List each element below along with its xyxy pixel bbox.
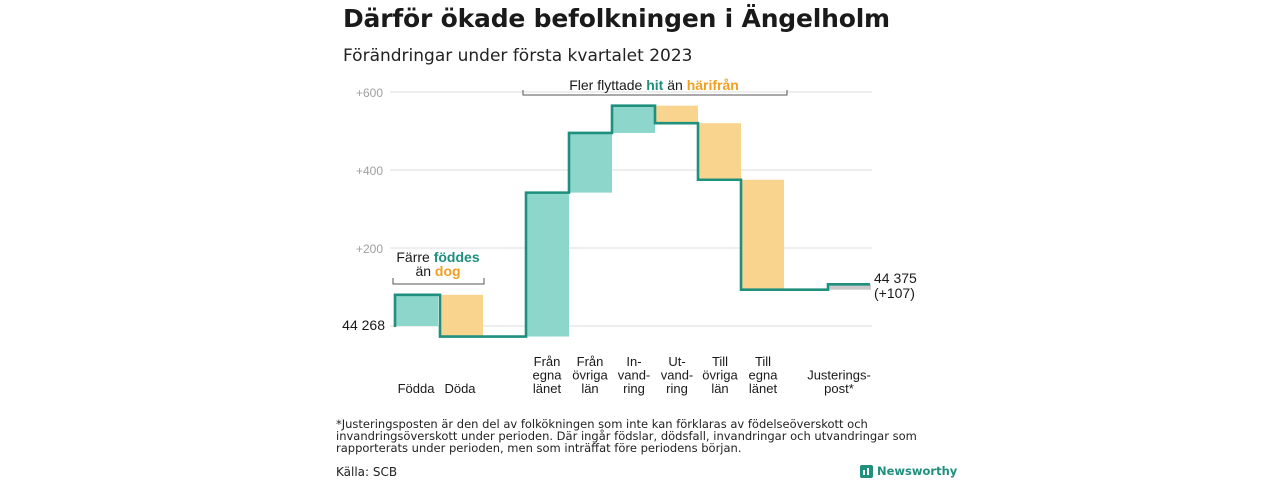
x-category-label: Från <box>577 354 604 369</box>
births-annotation-line1: Färre föddes <box>396 249 479 265</box>
births-bracket <box>392 278 485 285</box>
x-category-label: län <box>581 381 598 396</box>
x-category-label: Till <box>755 354 771 369</box>
cumulative-step-line <box>393 104 870 338</box>
x-category-label: vand- <box>661 368 694 383</box>
x-category-label: Justerings- <box>807 368 871 383</box>
x-category-label: Ut- <box>668 354 685 369</box>
newsworthy-icon <box>860 464 873 478</box>
x-category-label: länet <box>749 381 778 396</box>
brand-name: Newsworthy <box>877 464 958 478</box>
x-category-label: övriga <box>702 368 738 383</box>
chart-title: Därför ökade befolkningen i Ängelholm <box>343 4 890 33</box>
x-category-label: Från <box>534 354 561 369</box>
y-tick-label: +400 <box>356 164 383 178</box>
x-category-label: post* <box>824 381 854 396</box>
x-category-label: ring <box>623 381 645 396</box>
footnote: *Justeringsposten är den del av folkökni… <box>336 417 917 455</box>
y-tick-label: +200 <box>356 242 383 256</box>
x-category-label: ring <box>666 381 688 396</box>
migration-annotation: Fler flyttade hit än härifrån <box>569 77 739 93</box>
source-label: Källa: SCB <box>336 465 398 479</box>
bar <box>395 294 438 326</box>
x-category-label: egna <box>749 368 779 383</box>
waterfall-chart: +600+400+200 Födda DödaFrånegnalänetFrånö… <box>342 77 917 396</box>
bar <box>828 284 871 290</box>
migration-bracket <box>522 90 788 96</box>
bar <box>741 179 784 290</box>
end-change-label: (+107) <box>874 285 915 301</box>
x-category-label: egna <box>533 368 563 383</box>
births-annotation-line2: än dog <box>415 263 460 279</box>
x-category-label: Döda <box>444 381 476 396</box>
bar <box>526 192 569 337</box>
x-category-label: Födda <box>398 381 436 396</box>
x-category-label: länet <box>533 381 562 396</box>
start-value-label: 44 268 <box>342 317 385 333</box>
x-category-label: vand- <box>618 368 651 383</box>
bar <box>698 123 741 180</box>
bar <box>440 294 483 337</box>
x-category-label: övriga <box>572 368 608 383</box>
chart-subtitle: Förändringar under första kvartalet 2023 <box>343 46 693 66</box>
brand-logo: Newsworthy <box>860 464 957 478</box>
bar <box>612 105 655 133</box>
bar <box>655 105 698 124</box>
bar <box>569 132 612 193</box>
end-value-label: 44 375 <box>874 270 917 286</box>
x-category-label: In- <box>626 354 641 369</box>
x-category-label: Till <box>712 354 728 369</box>
y-tick-label: +600 <box>356 86 383 100</box>
x-category-label: län <box>711 381 728 396</box>
